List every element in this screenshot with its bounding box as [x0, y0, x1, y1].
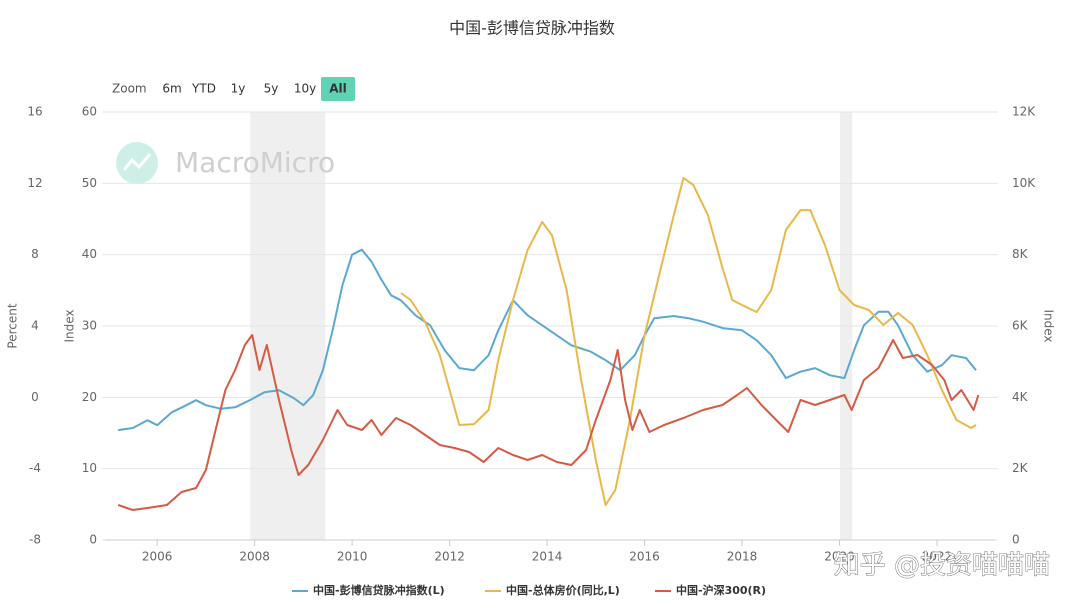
- y2-tick-label: 10K: [1012, 176, 1036, 190]
- y2-tick-label: 2K: [1012, 461, 1029, 475]
- y-tick-label: 60: [82, 105, 97, 119]
- y-tick-label: 30: [82, 319, 97, 333]
- logo-icon: [122, 153, 152, 171]
- x-tick-label: 2006: [142, 550, 173, 564]
- watermark-logo: [116, 142, 158, 184]
- series-line: [400, 177, 977, 506]
- x-tick-label: 2012: [434, 550, 465, 564]
- y-tick-label: 40: [82, 247, 97, 261]
- zoom-button[interactable]: 6m: [162, 82, 181, 96]
- series-line: [117, 334, 980, 511]
- legend-label[interactable]: 中国-总体房价(同比,L): [506, 583, 620, 597]
- series-line: [118, 248, 977, 432]
- x-tick-label: 2020: [824, 550, 855, 564]
- y-axis-title: Index: [63, 309, 77, 342]
- x-tick-label: 2018: [727, 550, 758, 564]
- watermark-text: MacroMicro: [175, 146, 335, 179]
- y2-tick-label: 6K: [1012, 319, 1029, 333]
- y3-tick-label: 4: [31, 319, 39, 333]
- x-tick-label: 2014: [532, 550, 563, 564]
- y3-tick-label: -4: [29, 461, 41, 475]
- zoom-button[interactable]: 10y: [294, 82, 316, 96]
- x-tick-label: 2010: [337, 550, 368, 564]
- y3-axis-title: Percent: [6, 303, 20, 348]
- zoom-button[interactable]: 1y: [231, 82, 246, 96]
- zoom-button-bg[interactable]: [321, 77, 355, 101]
- y-tick-label: 50: [82, 176, 97, 190]
- y-tick-label: 0: [89, 533, 97, 547]
- y3-tick-label: -8: [29, 533, 41, 547]
- y2-tick-label: 0: [1012, 533, 1020, 547]
- x-tick-label: 2022: [922, 550, 953, 564]
- y-tick-label: 10: [82, 461, 97, 475]
- legend-label[interactable]: 中国-彭博信贷脉冲指数(L): [313, 583, 445, 597]
- zoom-label: Zoom: [112, 82, 147, 96]
- y2-tick-label: 12K: [1012, 105, 1036, 119]
- chart-title: 中国-彭博信贷脉冲指数: [449, 19, 615, 38]
- zoom-button[interactable]: All: [329, 82, 347, 96]
- y-tick-label: 20: [82, 390, 97, 404]
- y2-axis-title: Index: [1042, 309, 1056, 342]
- legend-label[interactable]: 中国-沪深300(R): [676, 583, 766, 597]
- y2-tick-label: 4K: [1012, 390, 1029, 404]
- zoom-button[interactable]: YTD: [191, 82, 216, 96]
- y2-tick-label: 8K: [1012, 247, 1029, 261]
- zoom-button[interactable]: 5y: [264, 82, 279, 96]
- y3-tick-label: 0: [31, 390, 39, 404]
- watermark-text: 知乎 @投资喵喵喵: [834, 551, 1050, 581]
- x-tick-label: 2016: [629, 550, 660, 564]
- x-tick-label: 2008: [239, 550, 270, 564]
- y3-tick-label: 12: [27, 176, 42, 190]
- y3-tick-label: 16: [27, 105, 42, 119]
- y3-tick-label: 8: [31, 247, 39, 261]
